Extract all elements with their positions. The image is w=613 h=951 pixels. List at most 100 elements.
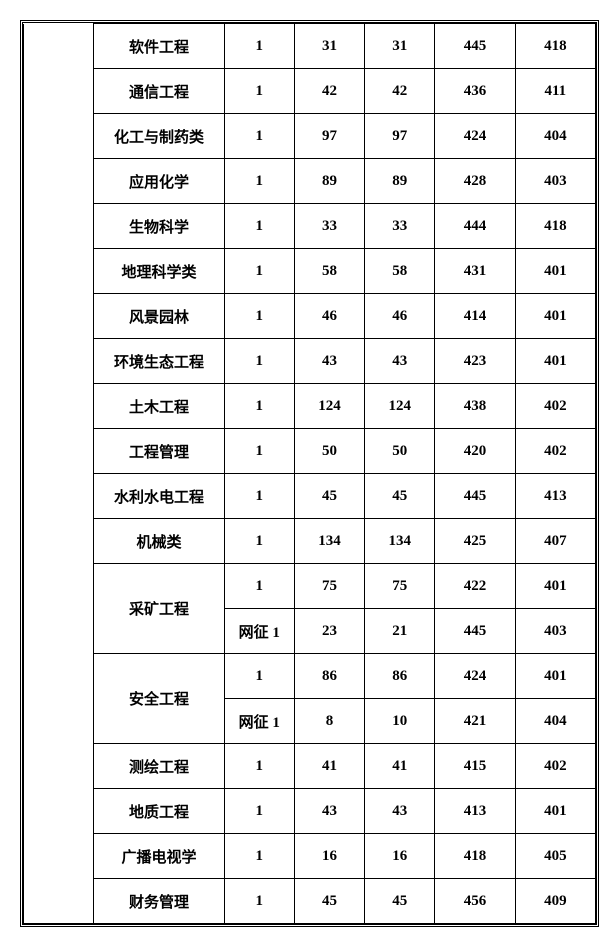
cell-c1: 1: [224, 24, 294, 69]
admissions-table: 软件工程13131445418通信工程14242436411化工与制药类1979…: [23, 23, 596, 924]
left-empty-span: [24, 24, 94, 924]
cell-c2: 45: [294, 879, 364, 924]
cell-c2: 97: [294, 114, 364, 159]
cell-c2: 58: [294, 249, 364, 294]
cell-c2: 75: [294, 564, 364, 609]
cell-c3: 45: [365, 474, 435, 519]
major-name: 软件工程: [94, 24, 224, 69]
table-row: 生物科学13333444418: [24, 204, 596, 249]
table-row: 财务管理14545456409: [24, 879, 596, 924]
cell-c5: 405: [515, 834, 595, 879]
cell-c4: 425: [435, 519, 515, 564]
cell-c4: 431: [435, 249, 515, 294]
major-name: 采矿工程: [94, 564, 224, 654]
cell-c1: 1: [224, 429, 294, 474]
cell-c1: 1: [224, 249, 294, 294]
cell-c1: 1: [224, 204, 294, 249]
cell-c4: 424: [435, 654, 515, 699]
cell-c3: 43: [365, 789, 435, 834]
cell-c5: 413: [515, 474, 595, 519]
cell-c4: 415: [435, 744, 515, 789]
cell-c4: 414: [435, 294, 515, 339]
table-row: 采矿工程17575422401: [24, 564, 596, 609]
cell-c2: 8: [294, 699, 364, 744]
cell-c3: 134: [365, 519, 435, 564]
cell-c1: 1: [224, 69, 294, 114]
cell-c2: 33: [294, 204, 364, 249]
cell-c3: 42: [365, 69, 435, 114]
cell-c2: 43: [294, 339, 364, 384]
major-name: 水利水电工程: [94, 474, 224, 519]
cell-c5: 404: [515, 114, 595, 159]
cell-c3: 31: [365, 24, 435, 69]
cell-c1: 1: [224, 789, 294, 834]
table-row: 工程管理15050420402: [24, 429, 596, 474]
cell-c4: 418: [435, 834, 515, 879]
cell-c1: 1: [224, 294, 294, 339]
major-name: 地理科学类: [94, 249, 224, 294]
table-row: 应用化学18989428403: [24, 159, 596, 204]
major-name: 广播电视学: [94, 834, 224, 879]
cell-c2: 16: [294, 834, 364, 879]
cell-c4: 424: [435, 114, 515, 159]
major-name: 风景园林: [94, 294, 224, 339]
cell-c4: 445: [435, 474, 515, 519]
cell-c5: 407: [515, 519, 595, 564]
cell-c1: 1: [224, 564, 294, 609]
cell-c2: 86: [294, 654, 364, 699]
cell-c2: 46: [294, 294, 364, 339]
cell-c5: 402: [515, 384, 595, 429]
cell-c2: 41: [294, 744, 364, 789]
table-row: 化工与制药类19797424404: [24, 114, 596, 159]
major-name: 地质工程: [94, 789, 224, 834]
cell-c5: 401: [515, 249, 595, 294]
cell-c2: 89: [294, 159, 364, 204]
cell-c4: 423: [435, 339, 515, 384]
major-name: 生物科学: [94, 204, 224, 249]
cell-c3: 10: [365, 699, 435, 744]
table-row: 安全工程18686424401: [24, 654, 596, 699]
table-row: 地理科学类15858431401: [24, 249, 596, 294]
cell-c3: 21: [365, 609, 435, 654]
cell-c4: 420: [435, 429, 515, 474]
cell-c3: 33: [365, 204, 435, 249]
table-row: 广播电视学11616418405: [24, 834, 596, 879]
major-name: 测绘工程: [94, 744, 224, 789]
major-name: 土木工程: [94, 384, 224, 429]
cell-c1: 网征 1: [224, 609, 294, 654]
cell-c5: 418: [515, 24, 595, 69]
cell-c2: 50: [294, 429, 364, 474]
table-row: 风景园林14646414401: [24, 294, 596, 339]
cell-c4: 413: [435, 789, 515, 834]
table-row: 环境生态工程14343423401: [24, 339, 596, 384]
cell-c4: 456: [435, 879, 515, 924]
cell-c4: 436: [435, 69, 515, 114]
cell-c4: 444: [435, 204, 515, 249]
cell-c5: 402: [515, 744, 595, 789]
cell-c4: 445: [435, 609, 515, 654]
major-name: 安全工程: [94, 654, 224, 744]
cell-c3: 46: [365, 294, 435, 339]
cell-c5: 411: [515, 69, 595, 114]
cell-c1: 1: [224, 834, 294, 879]
cell-c1: 1: [224, 879, 294, 924]
cell-c3: 16: [365, 834, 435, 879]
cell-c1: 1: [224, 114, 294, 159]
cell-c3: 41: [365, 744, 435, 789]
major-name: 财务管理: [94, 879, 224, 924]
cell-c2: 124: [294, 384, 364, 429]
cell-c1: 网征 1: [224, 699, 294, 744]
major-name: 化工与制药类: [94, 114, 224, 159]
major-name: 应用化学: [94, 159, 224, 204]
major-name: 工程管理: [94, 429, 224, 474]
cell-c3: 50: [365, 429, 435, 474]
admissions-table-wrap: 软件工程13131445418通信工程14242436411化工与制药类1979…: [20, 20, 599, 927]
cell-c4: 428: [435, 159, 515, 204]
table-row: 通信工程14242436411: [24, 69, 596, 114]
cell-c3: 86: [365, 654, 435, 699]
table-row: 水利水电工程14545445413: [24, 474, 596, 519]
cell-c3: 124: [365, 384, 435, 429]
cell-c5: 401: [515, 564, 595, 609]
cell-c3: 43: [365, 339, 435, 384]
table-row: 机械类1134134425407: [24, 519, 596, 564]
